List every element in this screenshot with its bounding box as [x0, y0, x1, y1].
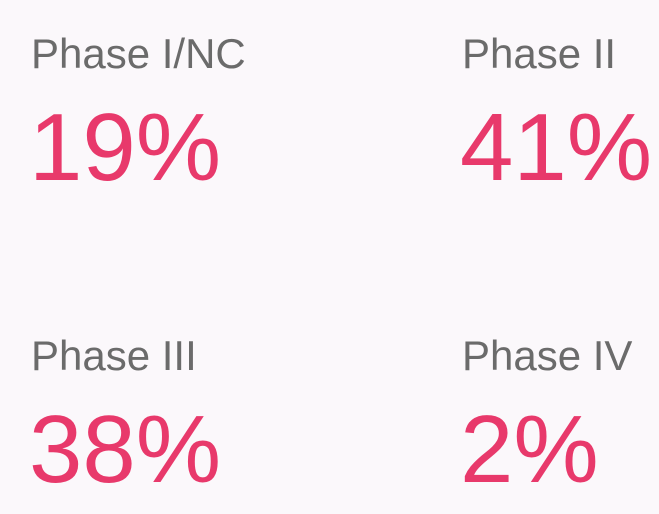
stat-value: 2% [460, 396, 599, 503]
stat-value: 38% [29, 396, 221, 503]
stat-label: Phase IV [462, 332, 632, 379]
stat-label: Phase III [31, 332, 197, 379]
stat-value: 41% [460, 94, 652, 201]
stat-label: Phase II [462, 30, 616, 77]
stat-label: Phase I/NC [31, 30, 246, 77]
stat-value: 19% [29, 94, 221, 201]
